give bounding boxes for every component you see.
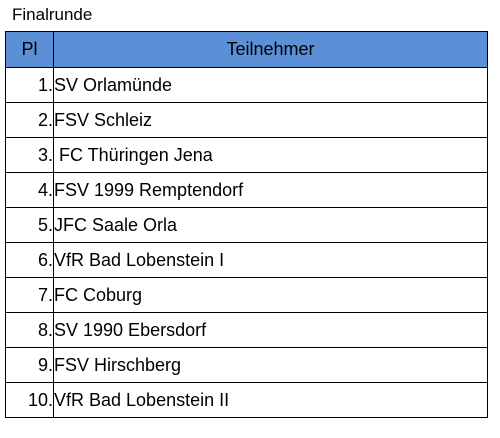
table-title: Finalrunde (12, 5, 93, 24)
place-cell: 7. (5, 277, 54, 313)
table-row: 10. VfR Bad Lobenstein II (5, 382, 488, 418)
table-row: 6. VfR Bad Lobenstein I (5, 242, 488, 278)
place-cell: 1. (5, 67, 54, 103)
participant-cell: VfR Bad Lobenstein I (53, 242, 488, 278)
table-row: 2. FSV Schleiz (5, 102, 488, 138)
participant-cell: JFC Saale Orla (53, 207, 488, 243)
table-row: 4. FSV 1999 Remptendorf (5, 172, 488, 208)
participant-cell: SV 1990 Ebersdorf (53, 312, 488, 348)
table-row: 5. JFC Saale Orla (5, 207, 488, 243)
participant-cell: FSV Hirschberg (53, 347, 488, 383)
place-column-header: Pl (5, 31, 54, 68)
participant-column-header: Teilnehmer (53, 31, 488, 68)
participant-cell: SV Orlamünde (53, 67, 488, 103)
place-cell: 9. (5, 347, 54, 383)
table-row: 9. FSV Hirschberg (5, 347, 488, 383)
table-row: 8. SV 1990 Ebersdorf (5, 312, 488, 348)
participant-cell: FC Coburg (53, 277, 488, 313)
table-row: 3. FC Thüringen Jena (5, 137, 488, 173)
place-cell: 8. (5, 312, 54, 348)
participant-cell: FSV 1999 Remptendorf (53, 172, 488, 208)
place-cell: 10. (5, 382, 54, 418)
table-header-row: Pl Teilnehmer (5, 31, 488, 68)
participant-cell: FC Thüringen Jena (53, 137, 488, 173)
place-cell: 3. (5, 137, 54, 173)
place-cell: 5. (5, 207, 54, 243)
place-cell: 4. (5, 172, 54, 208)
participant-cell: VfR Bad Lobenstein II (53, 382, 488, 418)
place-cell: 2. (5, 102, 54, 138)
table-row: 1. SV Orlamünde (5, 67, 488, 103)
standings-table: Pl Teilnehmer 1. SV Orlamünde 2. FSV Sch… (5, 31, 488, 418)
place-cell: 6. (5, 242, 54, 278)
table-row: 7. FC Coburg (5, 277, 488, 313)
participant-cell: FSV Schleiz (53, 102, 488, 138)
